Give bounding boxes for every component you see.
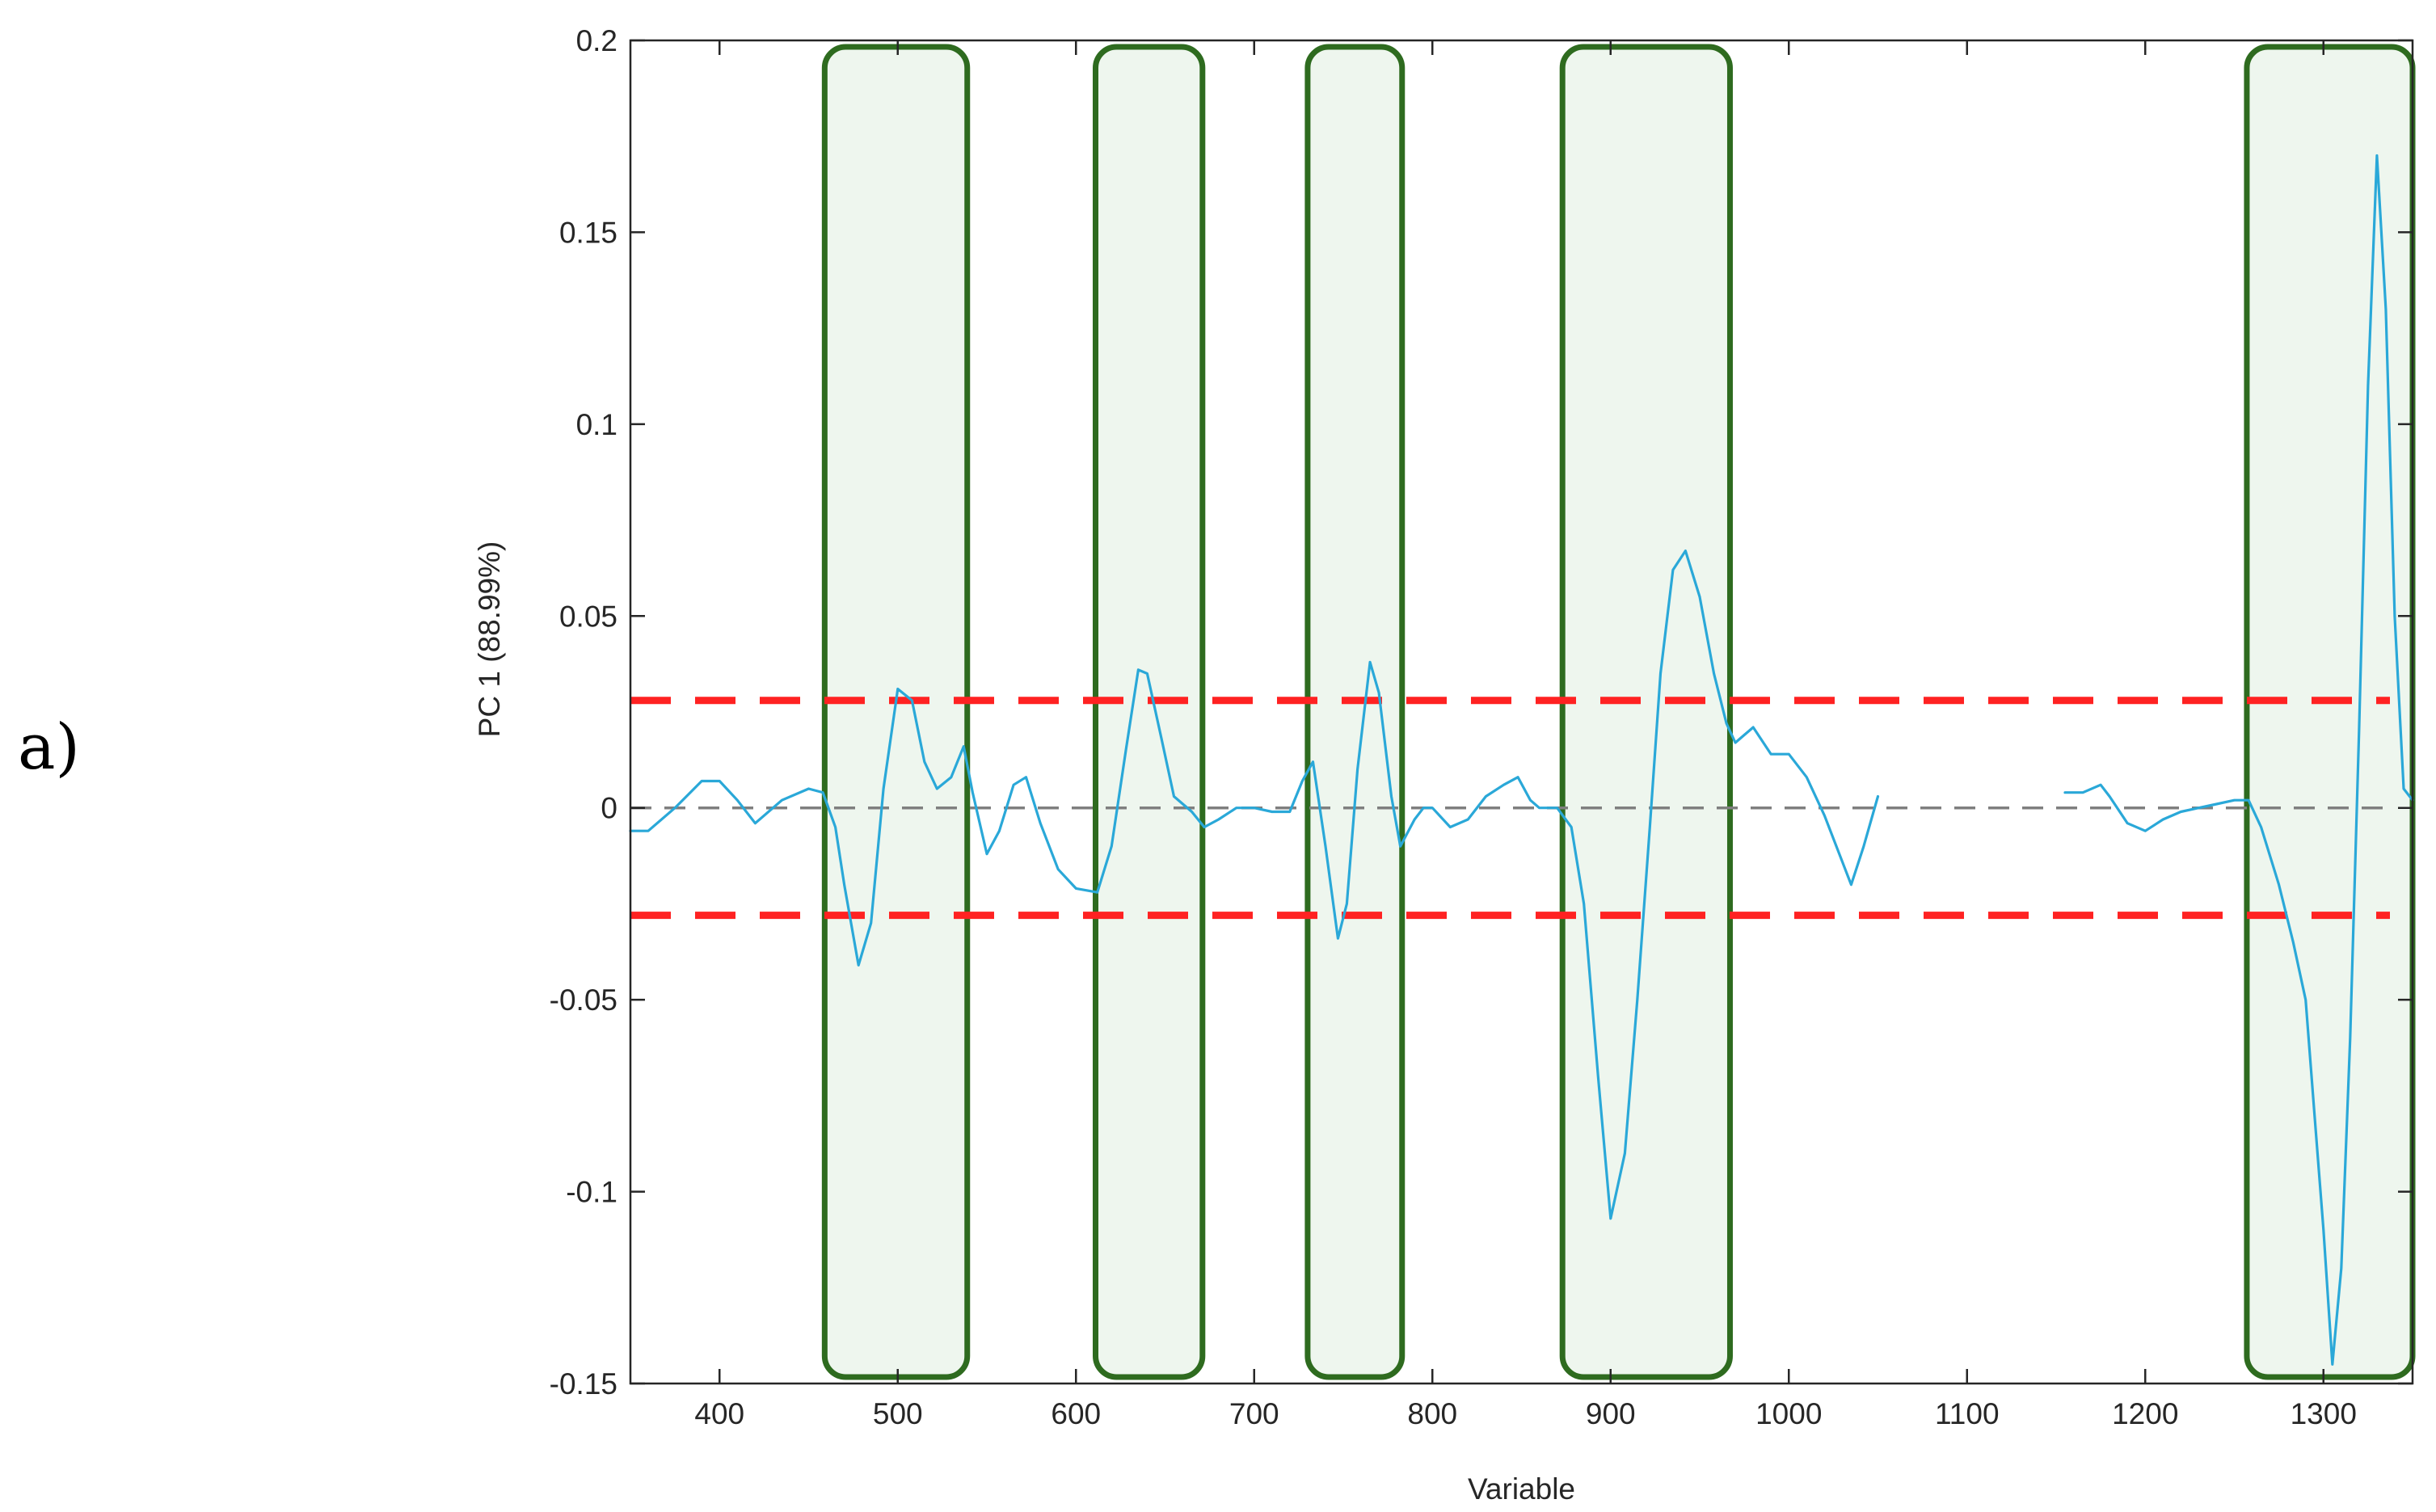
- y-tick-label: 0.15: [559, 216, 617, 249]
- y-tick-label: -0.15: [550, 1367, 617, 1400]
- highlight-region: [1093, 44, 1206, 1380]
- series-line: [629, 550, 1880, 1220]
- y-tick-label: -0.05: [550, 983, 617, 1017]
- series-layer: [629, 154, 2414, 1366]
- x-tick-label: 1000: [1755, 1397, 1822, 1430]
- highlight-region: [1559, 44, 1733, 1380]
- y-tick-label: -0.1: [566, 1176, 617, 1209]
- highlight-region: [821, 44, 971, 1380]
- y-axis-title: PC 1 (88.99%): [473, 541, 506, 738]
- y-tick-label: 0.2: [576, 24, 617, 57]
- highlight-regions: [821, 44, 2416, 1380]
- x-tick-label: 1200: [2112, 1397, 2178, 1430]
- y-tick-label: 0: [601, 792, 617, 825]
- x-tick-label: 500: [873, 1397, 923, 1430]
- x-tick-label: 700: [1229, 1397, 1279, 1430]
- x-tick-label: 400: [694, 1397, 744, 1430]
- x-axis-title: Variable: [1468, 1472, 1575, 1506]
- highlight-region: [2244, 44, 2416, 1380]
- y-axis: -0.15 -0.1 -0.05 0 0.05 0.1 0.15 0.2: [550, 24, 2413, 1400]
- x-axis: 400 500 600 700 800 900 1000 1100 1200 1300: [694, 40, 2357, 1430]
- x-tick-label: 900: [1586, 1397, 1636, 1430]
- series-line: [2063, 154, 2414, 1366]
- x-tick-label: 1300: [2291, 1397, 2357, 1430]
- reference-lines: [630, 697, 2390, 920]
- x-tick-label: 1100: [1935, 1397, 2000, 1430]
- panel-label: a): [18, 711, 80, 784]
- x-tick-label: 800: [1407, 1397, 1457, 1430]
- y-tick-label: 0.1: [576, 408, 617, 441]
- x-tick-label: 600: [1051, 1397, 1101, 1430]
- y-tick-label: 0.05: [559, 600, 617, 633]
- plot-frame: [629, 39, 2414, 1385]
- highlight-region: [1304, 44, 1406, 1380]
